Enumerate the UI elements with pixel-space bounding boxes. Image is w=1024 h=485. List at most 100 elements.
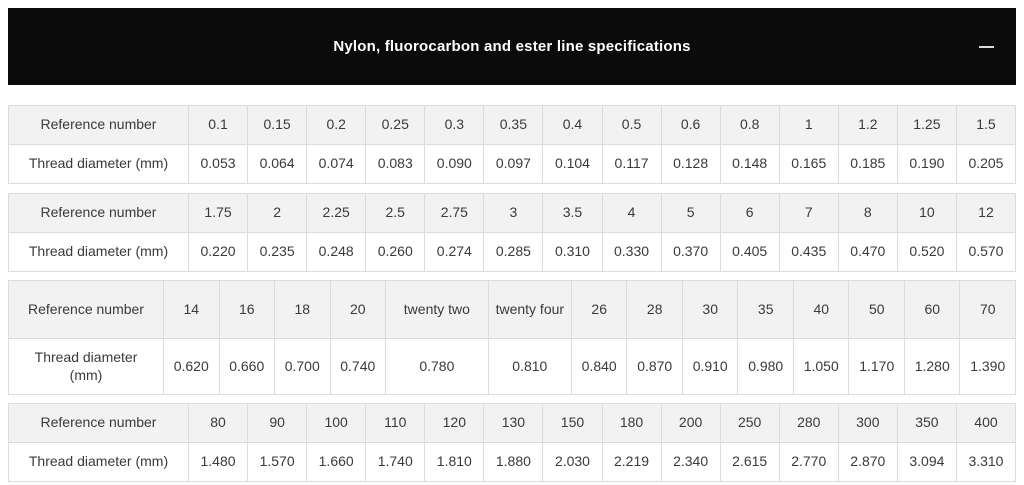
reference-number-cell: 1.2 [838, 106, 898, 145]
reference-number-cell: 30 [682, 281, 739, 339]
reference-row-label: Reference number [9, 194, 189, 233]
reference-number-cell: 250 [720, 404, 780, 443]
reference-number-cell: 28 [627, 281, 683, 339]
reference-number-cell: 0.4 [543, 106, 603, 145]
reference-number-cell: 0.3 [425, 106, 485, 145]
accordion-header[interactable]: Nylon, fluorocarbon and ester line speci… [8, 8, 1016, 85]
reference-number-cell: 60 [904, 281, 961, 339]
thread-diameter-cell: 0.220 [189, 233, 249, 272]
thread-diameter-cell: 3.094 [897, 443, 957, 482]
thread-diameter-cell: 0.285 [484, 233, 544, 272]
thread-diameter-cell: 0.870 [627, 339, 683, 395]
reference-number-cell: 1.25 [897, 106, 957, 145]
thread-diameter-cell: 1.660 [307, 443, 367, 482]
thread-diameter-cell: 1.050 [793, 339, 850, 395]
reference-number-cell: 8 [838, 194, 898, 233]
reference-number-cell: 35 [738, 281, 794, 339]
thread-diameter-cell: 0.064 [248, 145, 308, 184]
thread-diameter-cell: 2.219 [602, 443, 662, 482]
reference-number-cell: 26 [571, 281, 628, 339]
spec-table-1: Reference number 0.1 0.15 0.2 0.25 0.3 0.35 0.4… [8, 105, 1016, 184]
thread-diameter-cell: 0.330 [602, 233, 662, 272]
thread-diameter-cell: 0.274 [425, 233, 485, 272]
reference-number-cell: 110 [366, 404, 426, 443]
reference-number-cell: 0.35 [484, 106, 544, 145]
thread-diameter-cell: 0.148 [720, 145, 780, 184]
reference-number-cell: 6 [720, 194, 780, 233]
thread-diameter-cell: 0.248 [307, 233, 367, 272]
thread-diameter-cell: 1.880 [484, 443, 544, 482]
reference-number-cell: 70 [960, 281, 1016, 339]
thread-diameter-cell: 0.090 [425, 145, 485, 184]
reference-row-label: Reference number [9, 404, 189, 443]
reference-number-row: Reference number 14 16 18 20 twenty two twenty… [9, 281, 1016, 339]
thread-diameter-row: Thread diameter (mm) 0.220 0.235 0.248 0.260… [9, 233, 1016, 272]
thread-diameter-cell: 1.390 [960, 339, 1016, 395]
diameter-row-label: Thread diameter (mm) [9, 233, 189, 272]
reference-number-cell: 80 [189, 404, 249, 443]
thread-diameter-cell: 0.104 [543, 145, 603, 184]
reference-number-cell: 7 [779, 194, 839, 233]
reference-number-cell: 20 [330, 281, 387, 339]
thread-diameter-cell: 0.520 [897, 233, 957, 272]
reference-number-cell: 40 [793, 281, 850, 339]
reference-number-cell: 3 [484, 194, 544, 233]
reference-number-cell: 4 [602, 194, 662, 233]
reference-number-cell: 18 [275, 281, 331, 339]
thread-diameter-cell: 0.097 [484, 145, 544, 184]
reference-row-label: Reference number [9, 106, 189, 145]
thread-diameter-row: Thread diameter (mm) 0.053 0.064 0.074 0.083… [9, 145, 1016, 184]
reference-number-cell: 1 [779, 106, 839, 145]
reference-number-cell: 2.5 [366, 194, 426, 233]
thread-diameter-cell: 0.260 [366, 233, 426, 272]
reference-number-cell: 0.2 [307, 106, 367, 145]
thread-diameter-cell: 0.235 [248, 233, 308, 272]
reference-number-cell: 400 [956, 404, 1016, 443]
collapse-minus-icon[interactable] [979, 45, 994, 48]
reference-number-cell: 120 [425, 404, 485, 443]
panel-title: Nylon, fluorocarbon and ester line speci… [333, 38, 691, 55]
reference-number-cell: 200 [661, 404, 721, 443]
thread-diameter-cell: 0.910 [682, 339, 739, 395]
thread-diameter-cell: 0.740 [330, 339, 387, 395]
thread-diameter-row: Thread diameter (mm) 0.620 0.660 0.700 0.740… [9, 339, 1016, 395]
thread-diameter-cell: 0.470 [838, 233, 898, 272]
thread-diameter-cell: 2.870 [838, 443, 898, 482]
diameter-row-label: Thread diameter (mm) [9, 339, 164, 395]
reference-number-cell: 1.75 [189, 194, 249, 233]
reference-number-cell: 0.15 [248, 106, 308, 145]
thread-diameter-cell: 0.980 [738, 339, 794, 395]
thread-diameter-cell: 1.570 [248, 443, 308, 482]
thread-diameter-cell: 0.165 [779, 145, 839, 184]
thread-diameter-cell: 1.170 [849, 339, 905, 395]
thread-diameter-cell: 0.405 [720, 233, 780, 272]
reference-number-cell: 100 [307, 404, 367, 443]
spec-table-3: Reference number 14 16 18 20 twenty two twenty… [8, 280, 1016, 395]
reference-number-cell: 5 [661, 194, 721, 233]
reference-number-row: Reference number 0.1 0.15 0.2 0.25 0.3 0.35 0.4… [9, 106, 1016, 145]
reference-number-cell: 0.5 [602, 106, 662, 145]
reference-number-cell: 130 [484, 404, 544, 443]
thread-diameter-cell: 0.205 [956, 145, 1016, 184]
reference-number-cell: 50 [849, 281, 905, 339]
thread-diameter-cell: 0.810 [488, 339, 572, 395]
thread-diameter-cell: 0.780 [386, 339, 489, 395]
reference-number-cell: 0.1 [189, 106, 249, 145]
reference-number-cell: 2 [248, 194, 308, 233]
thread-diameter-cell: 0.185 [838, 145, 898, 184]
reference-number-cell: 90 [248, 404, 308, 443]
thread-diameter-cell: 2.340 [661, 443, 721, 482]
thread-diameter-cell: 1.810 [425, 443, 485, 482]
thread-diameter-cell: 0.840 [571, 339, 628, 395]
thread-diameter-cell: 2.615 [720, 443, 780, 482]
thread-diameter-cell: 1.280 [904, 339, 961, 395]
thread-diameter-cell: 0.660 [219, 339, 275, 395]
thread-diameter-cell: 2.770 [779, 443, 839, 482]
reference-number-cell: twenty four [488, 281, 572, 339]
reference-number-cell: 2.75 [425, 194, 485, 233]
thread-diameter-cell: 0.370 [661, 233, 721, 272]
thread-diameter-cell: 1.480 [189, 443, 249, 482]
thread-diameter-cell: 0.620 [164, 339, 220, 395]
thread-diameter-cell: 0.700 [275, 339, 331, 395]
